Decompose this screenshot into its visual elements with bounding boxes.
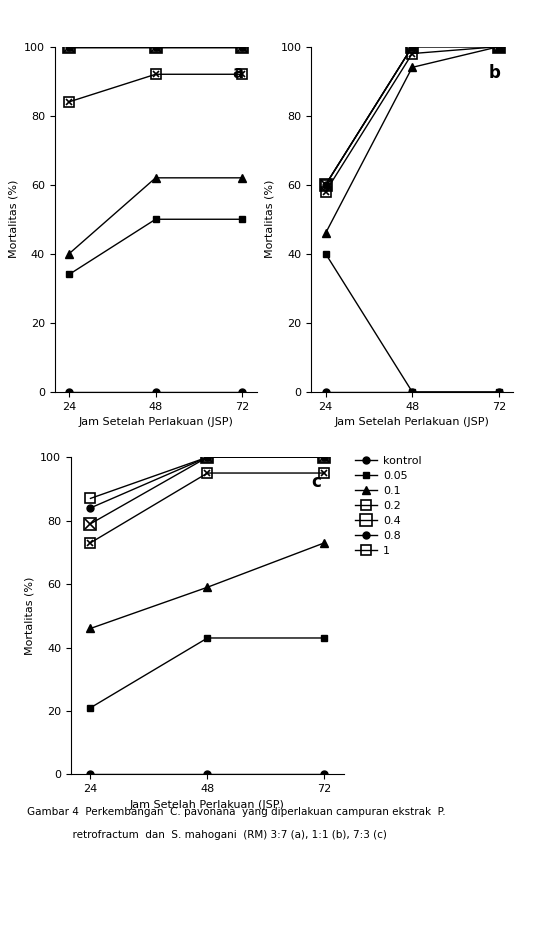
Y-axis label: Mortalitas (%): Mortalitas (%): [25, 577, 35, 655]
Y-axis label: Mortalitas (%): Mortalitas (%): [265, 180, 275, 258]
X-axis label: Jam Setelah Perlakuan (JSP): Jam Setelah Perlakuan (JSP): [78, 417, 233, 427]
Legend: kontrol, 0.05, 0.1, 0.2, 0.4, 0.8, 1: kontrol, 0.05, 0.1, 0.2, 0.4, 0.8, 1: [355, 456, 422, 556]
X-axis label: Jam Setelah Perlakuan (JSP): Jam Setelah Perlakuan (JSP): [335, 417, 490, 427]
Text: b: b: [489, 64, 501, 82]
X-axis label: Jam Setelah Perlakuan (JSP): Jam Setelah Perlakuan (JSP): [130, 800, 285, 810]
Text: a: a: [233, 64, 244, 82]
Text: retrofractum  dan  S. mahogani  (RM) 3:7 (a), 1:1 (b), 7:3 (c): retrofractum dan S. mahogani (RM) 3:7 (a…: [27, 830, 387, 841]
Y-axis label: Mortalitas (%): Mortalitas (%): [8, 180, 19, 258]
Text: Gambar 4  Perkembangan  C. pavonana  yang diperlakuan campuran ekstrak  P.: Gambar 4 Perkembangan C. pavonana yang d…: [27, 807, 446, 817]
Text: c: c: [311, 473, 321, 491]
